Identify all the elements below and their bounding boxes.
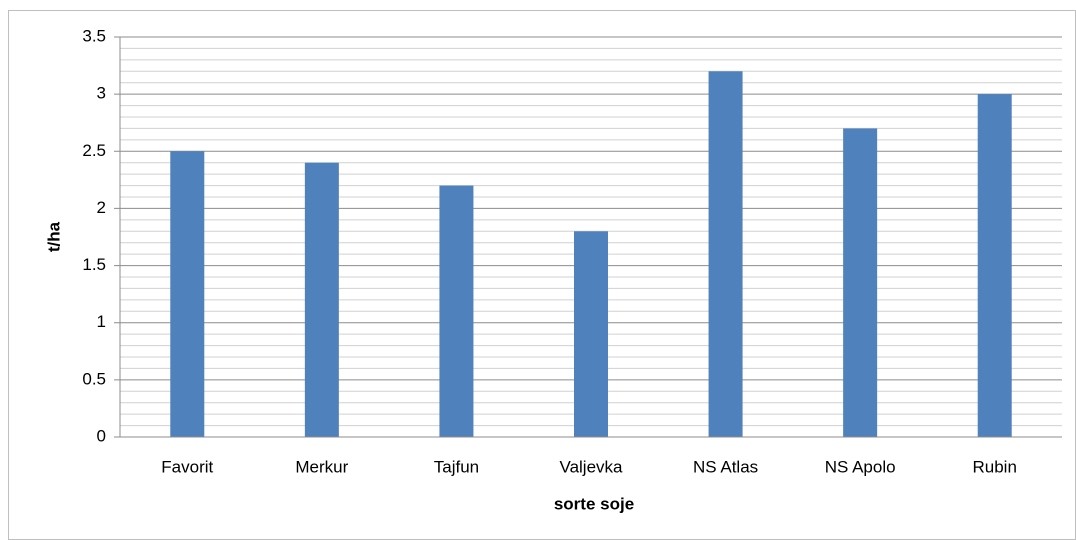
x-tick-label: NS Apolo	[825, 457, 896, 476]
y-tick-label: 3	[97, 84, 106, 103]
x-tick-label: Valjevka	[560, 457, 624, 476]
x-axis-label: sorte soje	[554, 494, 634, 513]
y-axis-label: t/ha	[44, 221, 63, 252]
bar	[574, 231, 608, 437]
x-tick-label: NS Atlas	[693, 457, 758, 476]
y-tick-label: 1	[97, 312, 106, 331]
x-tick-label: Favorit	[161, 457, 213, 476]
y-tick-label: 2	[97, 198, 106, 217]
bar	[170, 151, 205, 438]
bar	[977, 94, 1012, 438]
y-tick-label: 0.5	[82, 369, 106, 388]
x-tick-label: Merkur	[295, 457, 348, 476]
bar	[439, 185, 474, 437]
bar	[843, 128, 878, 437]
y-tick-label: 0	[97, 426, 106, 445]
y-tick-label: 1.5	[82, 255, 106, 274]
x-tick-label: Tajfun	[434, 457, 479, 476]
bar	[304, 162, 339, 437]
y-tick-label: 2.5	[82, 141, 106, 160]
x-tick-label: Rubin	[973, 457, 1017, 476]
y-tick-label: 3.5	[82, 26, 106, 45]
bar	[708, 71, 743, 438]
